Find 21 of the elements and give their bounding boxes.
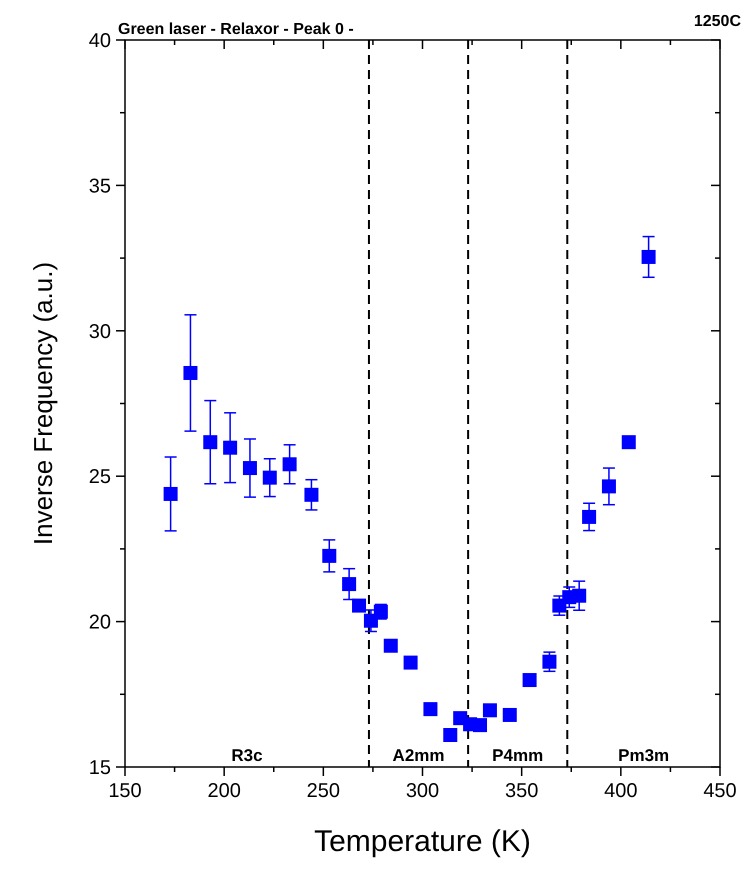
annotation: Pm3m: [618, 746, 670, 765]
annotation: R3c: [231, 746, 263, 765]
x-tick-label: 350: [504, 780, 538, 802]
x-tick-label: 450: [703, 780, 737, 802]
x-tick-label: 200: [207, 780, 241, 802]
annotation: P4mm: [492, 746, 544, 765]
chart-title: Green laser - Relaxor - Peak 0 -: [118, 21, 354, 38]
y-tick-label: 30: [88, 320, 111, 343]
y-tick-label: 35: [88, 175, 111, 198]
y-tick-label: 20: [88, 612, 111, 634]
x-tick-label: 250: [306, 780, 340, 802]
x-tick-label: 150: [108, 780, 142, 802]
y-tick-label: 25: [88, 466, 111, 488]
y-axis-title: Inverse Frequency (a.u.): [28, 262, 58, 546]
annotation: A2mm: [392, 746, 445, 765]
x-tick-label: 400: [604, 780, 638, 802]
x-tick-label: 300: [406, 780, 440, 802]
x-axis-title: Temperature (K): [314, 825, 531, 858]
y-tick-label: 40: [88, 30, 111, 52]
y-tick-label: 15: [88, 757, 111, 779]
text: 1250C: [694, 13, 742, 30]
